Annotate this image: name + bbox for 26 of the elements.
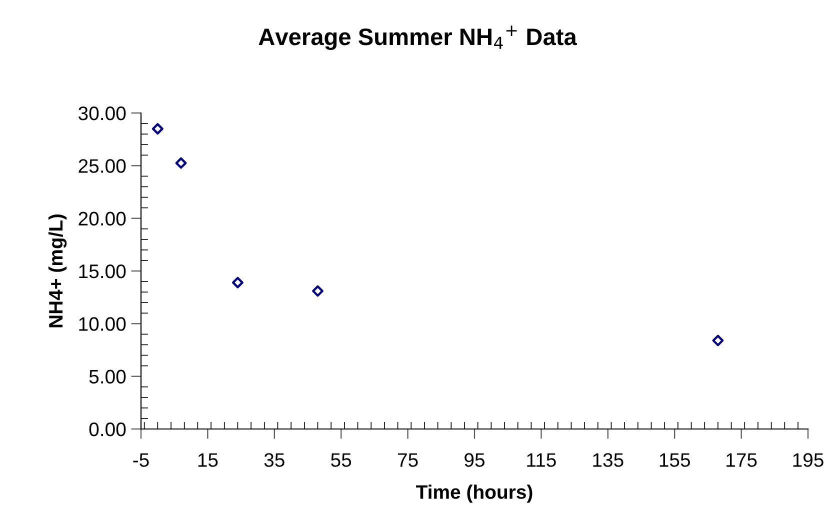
x-tick-label: 75: [398, 453, 418, 467]
x-tick-label: 155: [660, 453, 690, 467]
y-tick-label: 0.00: [89, 422, 126, 436]
x-tick-label: 55: [331, 453, 352, 467]
y-tick-label: 20.00: [78, 212, 126, 226]
y-tick-label: 15.00: [79, 264, 126, 278]
point: [312, 285, 324, 297]
chart-title: Average Summer NH$_{4}$$^{+}$ Data: [258, 26, 578, 50]
x-tick-label: 115: [527, 453, 556, 467]
x-tick-label: 35: [264, 453, 284, 467]
x-tick-label: 135: [593, 453, 624, 467]
y-tick-label: 10.00: [79, 317, 126, 331]
x-tick-label: 15: [198, 453, 218, 467]
point: [175, 157, 187, 169]
x-tick-label: 95: [464, 453, 484, 467]
point: [712, 334, 724, 346]
x-axis-title: Time (hours): [416, 484, 532, 503]
x-tick-label: 175: [726, 453, 757, 467]
x-tick-label: -5: [133, 453, 149, 467]
y-tick-label: 30.00: [78, 106, 126, 120]
point: [152, 123, 164, 135]
y-tick-label: 5.00: [89, 370, 126, 384]
y-tick-label: 25.00: [78, 159, 126, 173]
x-tick-label: 195: [793, 453, 824, 467]
point: [232, 276, 244, 288]
y-axis-title: NH4+ (mg/L): [48, 214, 67, 328]
